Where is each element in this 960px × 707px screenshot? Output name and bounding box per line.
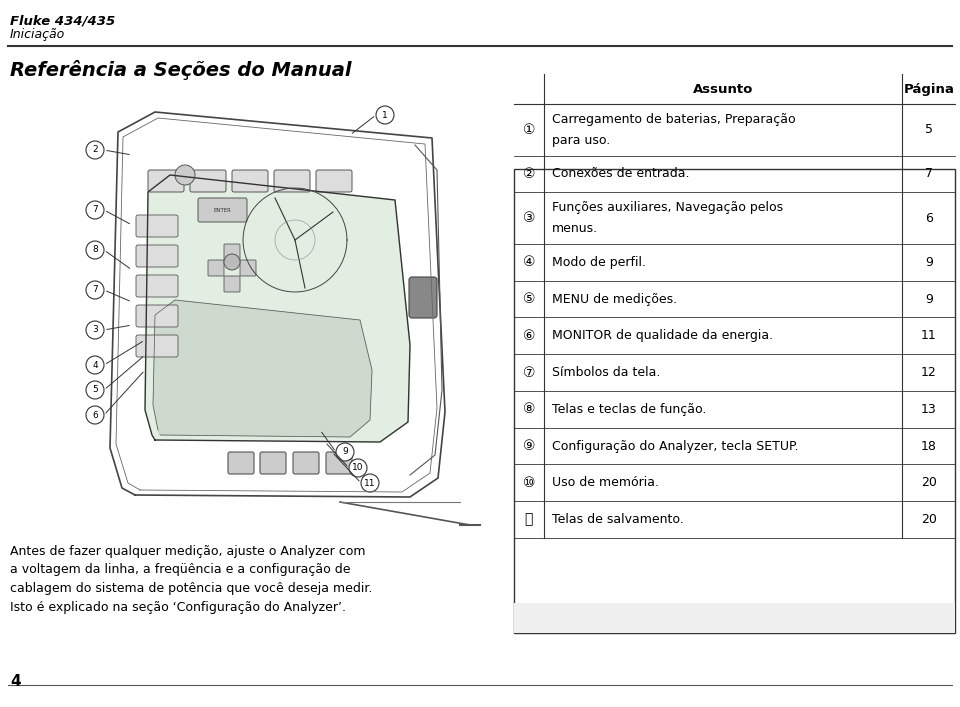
Circle shape [86, 281, 104, 299]
Circle shape [86, 381, 104, 399]
Text: 20: 20 [921, 513, 937, 526]
Text: ①: ① [522, 123, 536, 136]
FancyBboxPatch shape [136, 275, 178, 297]
Circle shape [86, 321, 104, 339]
Text: 7: 7 [92, 206, 98, 214]
Circle shape [361, 474, 379, 492]
FancyBboxPatch shape [198, 198, 247, 222]
Text: 20: 20 [921, 477, 937, 489]
Text: Iniciação: Iniciação [10, 28, 65, 41]
Text: 1: 1 [382, 110, 388, 119]
Text: 7: 7 [92, 286, 98, 295]
Text: 8: 8 [92, 245, 98, 255]
Text: 13: 13 [921, 403, 937, 416]
Text: 11: 11 [364, 479, 375, 488]
Text: ⑤: ⑤ [522, 292, 536, 306]
Text: Assunto: Assunto [693, 83, 754, 95]
Text: ⑪: ⑪ [525, 513, 533, 527]
FancyBboxPatch shape [148, 170, 184, 192]
FancyBboxPatch shape [190, 170, 226, 192]
Text: ENTER: ENTER [213, 207, 231, 213]
Text: 4: 4 [10, 674, 20, 689]
FancyBboxPatch shape [326, 452, 352, 474]
Text: 9: 9 [342, 448, 348, 457]
Text: Conexões de entrada.: Conexões de entrada. [552, 168, 690, 180]
Circle shape [86, 141, 104, 159]
Text: ②: ② [522, 167, 536, 181]
Text: Uso de memória.: Uso de memória. [552, 477, 660, 489]
Text: 10: 10 [352, 464, 364, 472]
FancyBboxPatch shape [136, 335, 178, 357]
Text: ⑩: ⑩ [522, 476, 536, 490]
FancyBboxPatch shape [232, 170, 268, 192]
Text: 6: 6 [92, 411, 98, 419]
Text: Telas de salvamento.: Telas de salvamento. [552, 513, 684, 526]
Text: Antes de fazer qualquer medição, ajuste o Analyzer com
a voltagem da linha, a fr: Antes de fazer qualquer medição, ajuste … [10, 545, 372, 614]
FancyBboxPatch shape [224, 276, 240, 292]
FancyBboxPatch shape [136, 215, 178, 237]
Text: ⑥: ⑥ [522, 329, 536, 343]
Circle shape [86, 241, 104, 259]
Text: 7: 7 [924, 168, 933, 180]
FancyBboxPatch shape [136, 305, 178, 327]
Bar [514, 603, 955, 633]
Text: ⑦: ⑦ [522, 366, 536, 380]
Text: Fluke 434/435: Fluke 434/435 [10, 14, 115, 27]
Circle shape [224, 254, 240, 270]
Text: 18: 18 [921, 440, 937, 452]
Text: MONITOR de qualidade da energia.: MONITOR de qualidade da energia. [552, 329, 774, 342]
Text: ③: ③ [522, 211, 536, 225]
Text: Referência a Seções do Manual: Referência a Seções do Manual [10, 60, 351, 80]
Text: Funções auxiliares, Navegação pelos: Funções auxiliares, Navegação pelos [552, 201, 783, 214]
Text: Telas e teclas de função.: Telas e teclas de função. [552, 403, 707, 416]
Circle shape [86, 406, 104, 424]
Text: Modo de perfil.: Modo de perfil. [552, 256, 646, 269]
Circle shape [376, 106, 394, 124]
Text: 9: 9 [924, 293, 933, 305]
FancyBboxPatch shape [316, 170, 352, 192]
FancyBboxPatch shape [136, 245, 178, 267]
Text: 4: 4 [92, 361, 98, 370]
Text: ⑨: ⑨ [522, 439, 536, 453]
FancyBboxPatch shape [260, 452, 286, 474]
Text: Carregamento de baterias, Preparação: Carregamento de baterias, Preparação [552, 113, 796, 126]
Text: Página: Página [903, 83, 954, 95]
Text: 2: 2 [92, 146, 98, 155]
Text: 11: 11 [921, 329, 937, 342]
Circle shape [349, 459, 367, 477]
Polygon shape [153, 300, 372, 437]
Text: 5: 5 [924, 123, 933, 136]
FancyBboxPatch shape [274, 170, 310, 192]
Circle shape [86, 201, 104, 219]
Polygon shape [145, 175, 410, 442]
Text: para uso.: para uso. [552, 134, 611, 146]
Text: 12: 12 [921, 366, 937, 379]
Text: Símbolos da tela.: Símbolos da tela. [552, 366, 660, 379]
Text: 9: 9 [924, 256, 933, 269]
Text: 5: 5 [92, 385, 98, 395]
FancyBboxPatch shape [409, 277, 437, 318]
Text: 6: 6 [924, 211, 933, 225]
Text: 3: 3 [92, 325, 98, 334]
Text: ④: ④ [522, 255, 536, 269]
Circle shape [86, 356, 104, 374]
Circle shape [175, 165, 195, 185]
FancyBboxPatch shape [240, 260, 256, 276]
FancyBboxPatch shape [224, 244, 240, 260]
FancyBboxPatch shape [208, 260, 224, 276]
Text: Configuração do Analyzer, tecla SETUP.: Configuração do Analyzer, tecla SETUP. [552, 440, 799, 452]
FancyBboxPatch shape [228, 452, 254, 474]
Text: menus.: menus. [552, 222, 598, 235]
Bar [514, 169, 955, 633]
Text: ⑧: ⑧ [522, 402, 536, 416]
Text: MENU de medições.: MENU de medições. [552, 293, 678, 305]
Circle shape [336, 443, 354, 461]
FancyBboxPatch shape [293, 452, 319, 474]
